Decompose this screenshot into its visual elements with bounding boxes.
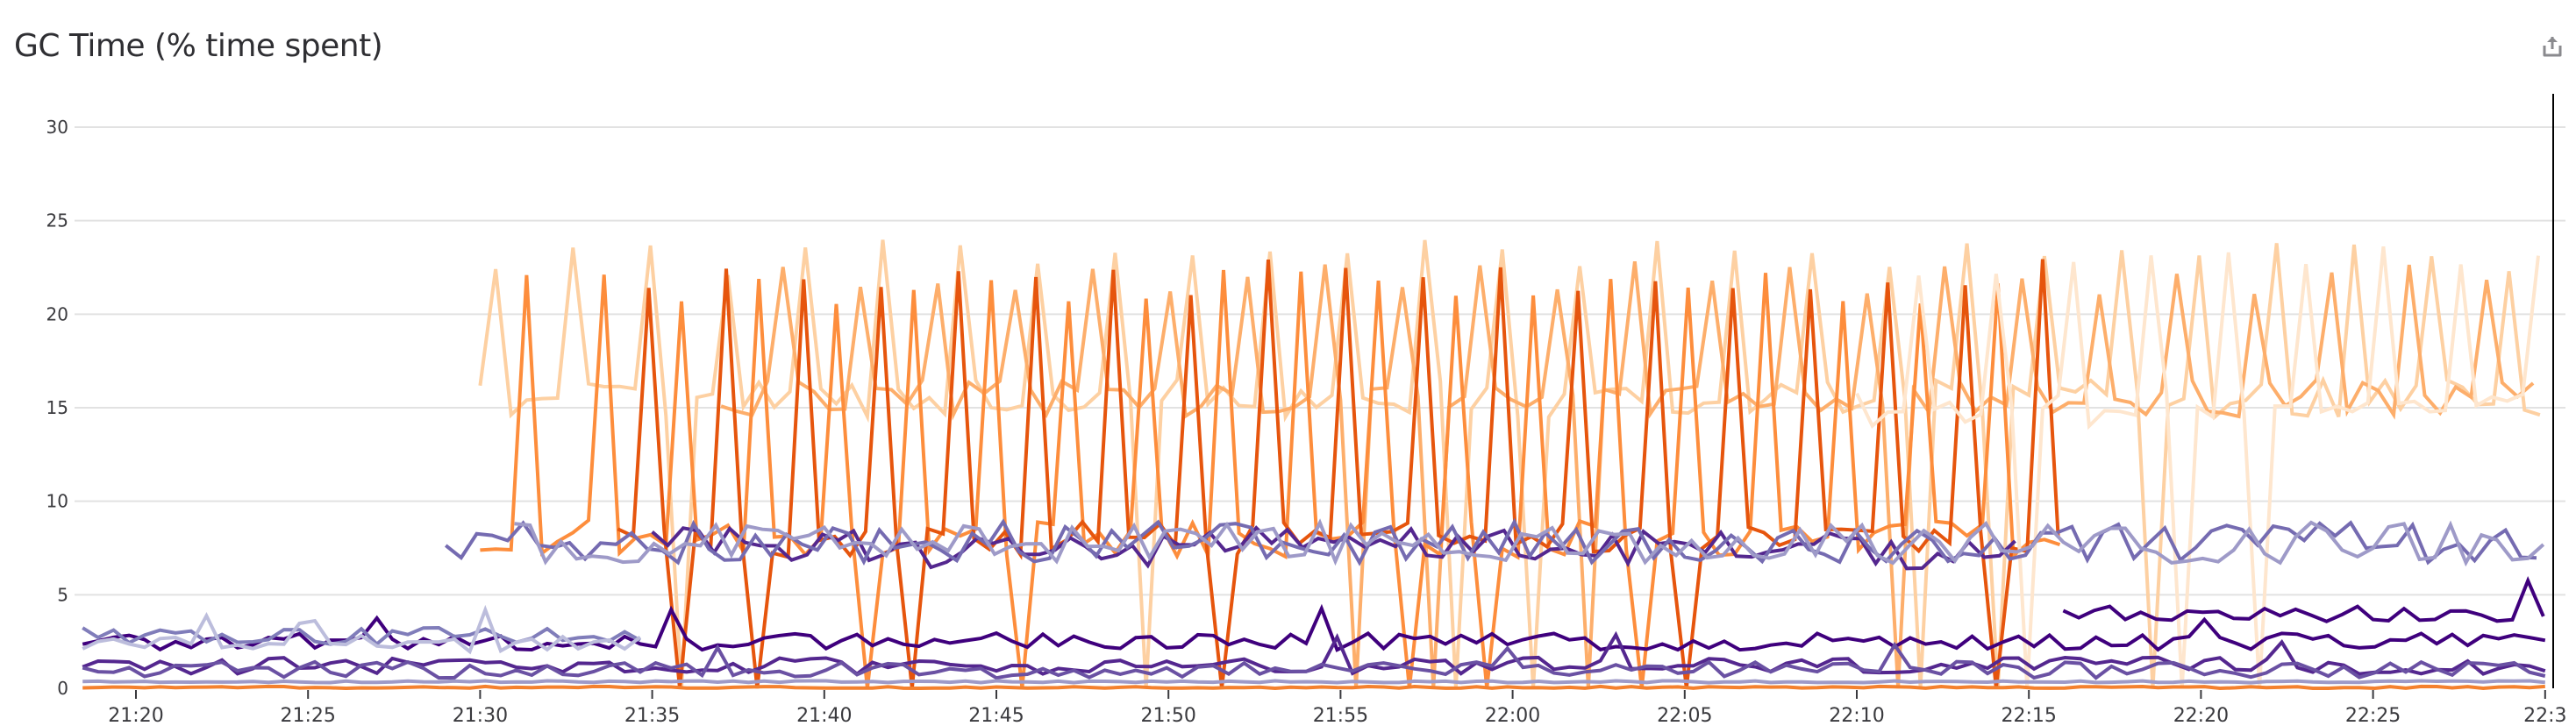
x-tick-label: 21:35 bbox=[624, 705, 680, 726]
y-tick-label: 20 bbox=[46, 303, 68, 324]
y-tick-label: 0 bbox=[57, 678, 68, 699]
x-tick-label: 21:50 bbox=[1140, 705, 1195, 726]
x-tick-label: 22:05 bbox=[1657, 705, 1712, 726]
x-tick-label: 21:40 bbox=[796, 705, 852, 726]
series-line-orange-base bbox=[82, 684, 2545, 691]
x-tick-label: 21:20 bbox=[108, 705, 163, 726]
x-tick-label: 22:10 bbox=[1829, 705, 1884, 726]
y-tick-label: 30 bbox=[46, 117, 68, 138]
series-line-purple-7 bbox=[82, 604, 642, 655]
series-line-orange-2 bbox=[720, 260, 2535, 689]
x-tick-label: 22:3 bbox=[2523, 705, 2566, 726]
y-tick-label: 5 bbox=[57, 584, 68, 605]
share-export-icon bbox=[2543, 37, 2562, 57]
series-line-orange-5 bbox=[1855, 246, 2540, 689]
series-line-purple-10 bbox=[2062, 575, 2545, 623]
y-tick-label: 15 bbox=[46, 397, 68, 418]
x-tick-label: 22:00 bbox=[1485, 705, 1540, 726]
x-tick-label: 22:25 bbox=[2345, 705, 2401, 726]
series-line-purple-9 bbox=[82, 679, 2546, 685]
series-line-purple-4 bbox=[82, 603, 2546, 652]
x-tick-label: 22:15 bbox=[2001, 705, 2056, 726]
chart-title: GC Time (% time spent) bbox=[14, 28, 383, 64]
y-tick-label: 10 bbox=[46, 491, 68, 512]
series-line-purple-3 bbox=[514, 518, 2545, 567]
x-tick-label: 21:55 bbox=[1313, 705, 1368, 726]
y-axis: 0 5 10 15 20 25 30 bbox=[46, 117, 68, 699]
x-tick-label: 21:25 bbox=[280, 705, 335, 726]
x-tick-label: 22:20 bbox=[2173, 705, 2229, 726]
export-button[interactable] bbox=[2539, 33, 2565, 60]
series-line-purple-6 bbox=[82, 625, 641, 647]
y-tick-label: 25 bbox=[46, 210, 68, 231]
series-lines bbox=[82, 239, 2546, 691]
x-axis: 21:20 21:25 21:30 21:35 21:40 21:45 21:50 21:55… bbox=[108, 690, 2567, 726]
series-line-purple-8 bbox=[82, 641, 2546, 680]
x-tick-label: 21:30 bbox=[453, 705, 508, 726]
x-tick-label: 21:45 bbox=[968, 705, 1024, 726]
series-line-orange-1 bbox=[478, 239, 2541, 689]
